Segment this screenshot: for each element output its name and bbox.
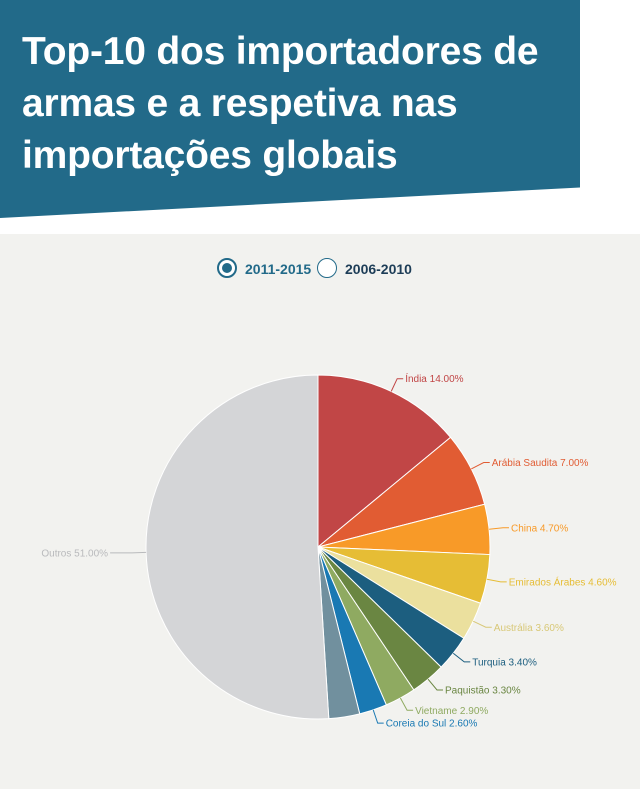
page-title: Top-10 dos importadores de armas e a res…	[22, 26, 567, 182]
pie-slice-outros[interactable]	[145, 374, 330, 720]
legend-label-2011-2015: 2011-2015	[245, 261, 312, 277]
slice-label: Turquia 3.40%	[472, 657, 537, 668]
title-line-1: Top-10 dos importadores de	[22, 30, 539, 73]
slice-label: Paquistão 3.30%	[445, 685, 521, 696]
leader-line	[372, 709, 384, 724]
title-line-3: importações globais	[22, 134, 398, 177]
radio-selected-icon[interactable]	[217, 258, 237, 278]
pie-labels: Índia 14.00% Arábia Saudita 7.00% China 4.…	[41, 372, 616, 729]
leader-line	[427, 678, 444, 691]
leader-line	[471, 462, 490, 470]
leader-line	[486, 578, 507, 583]
slice-label: Vietname 2.90%	[415, 706, 488, 717]
leader-line	[390, 378, 404, 392]
pie-chart: Índia 14.00% Arábia Saudita 7.00% China 4.…	[41, 372, 616, 729]
slice-label: Austrália 3.60%	[494, 623, 564, 634]
title-line-2: armas e a respetiva nas	[22, 82, 458, 125]
period-legend: 2011-2015 2006-2010	[0, 258, 640, 282]
slice-label: Índia 14.00%	[405, 372, 463, 385]
pie-leader-lines	[110, 378, 510, 724]
legend-label-2006-2010: 2006-2010	[345, 261, 412, 277]
slice-label: Arábia Saudita 7.00%	[492, 458, 589, 469]
slice-label: Emirados Árabes 4.60%	[509, 575, 617, 588]
slice-label: China 4.70%	[511, 523, 568, 534]
leader-line	[489, 527, 510, 530]
title-banner	[0, 0, 580, 218]
leader-line	[452, 652, 471, 663]
slice-label: Coreia do Sul 2.60%	[386, 719, 478, 730]
slice-label: Outros 51.00%	[41, 548, 108, 559]
leader-line	[472, 620, 492, 628]
pie-slices	[145, 374, 491, 720]
pie-slice--ndia[interactable]	[317, 374, 452, 549]
radio-unselected-icon[interactable]	[317, 258, 337, 278]
leader-line	[399, 697, 414, 711]
